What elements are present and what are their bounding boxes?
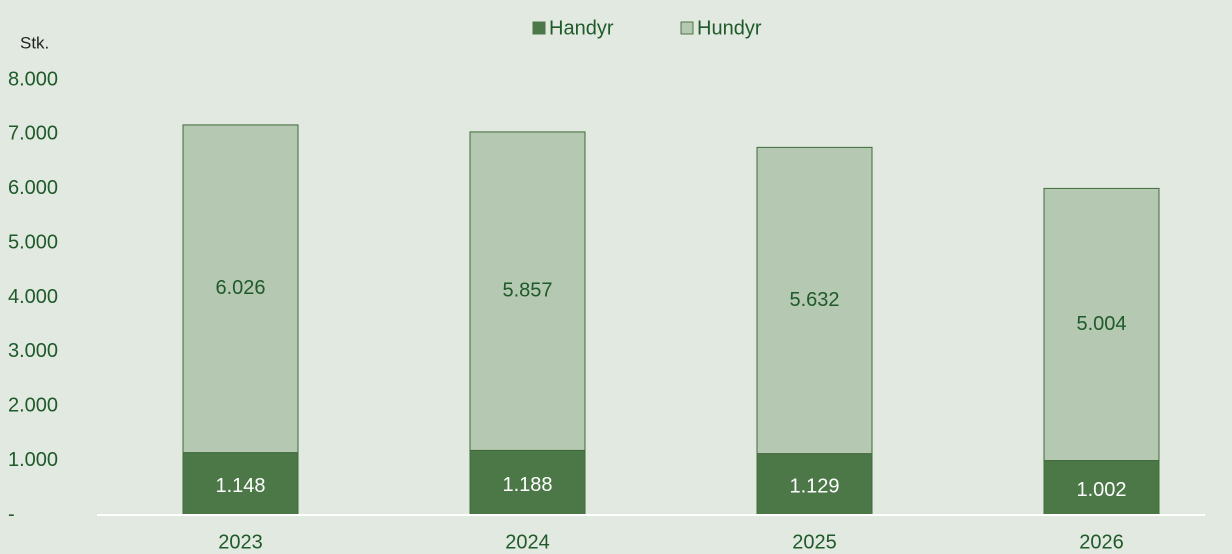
bar-segment xyxy=(182,124,299,454)
value-label: 5.857 xyxy=(502,279,552,301)
y-tick-label: 6.000 xyxy=(8,177,58,199)
legend-swatch xyxy=(680,21,694,35)
bar-segment xyxy=(469,131,586,451)
bar-segment xyxy=(756,453,873,516)
x-tick-label: 2026 xyxy=(1079,531,1124,553)
x-tick-label: 2025 xyxy=(792,531,837,553)
y-tick-label: 3.000 xyxy=(8,340,58,362)
legend-label: Handyr xyxy=(549,17,614,39)
value-label: 1.002 xyxy=(1076,479,1126,501)
value-label: 6.026 xyxy=(215,277,265,299)
legend-swatch xyxy=(532,21,546,35)
bar-segment xyxy=(182,452,299,516)
bar-segment xyxy=(1043,187,1160,462)
y-tick-label: 8.000 xyxy=(8,68,58,90)
y-tick-label: 1.000 xyxy=(8,449,58,471)
y-tick-label: 2.000 xyxy=(8,395,58,417)
x-tick-label: 2023 xyxy=(218,531,263,553)
y-tick-label: 5.000 xyxy=(8,231,58,253)
legend-label: Hundyr xyxy=(697,17,762,39)
value-label: 5.004 xyxy=(1076,313,1126,335)
y-tick-label: 4.000 xyxy=(8,286,58,308)
y-axis-label: Stk. xyxy=(20,33,49,52)
value-label: 1.129 xyxy=(789,476,839,498)
value-label: 1.188 xyxy=(502,474,552,496)
bar-segment xyxy=(756,146,873,455)
y-tick-label: - xyxy=(8,503,15,525)
x-tick-label: 2024 xyxy=(505,531,550,553)
value-label: 1.148 xyxy=(215,475,265,497)
y-tick-label: 7.000 xyxy=(8,123,58,145)
value-label: 5.632 xyxy=(789,289,839,311)
